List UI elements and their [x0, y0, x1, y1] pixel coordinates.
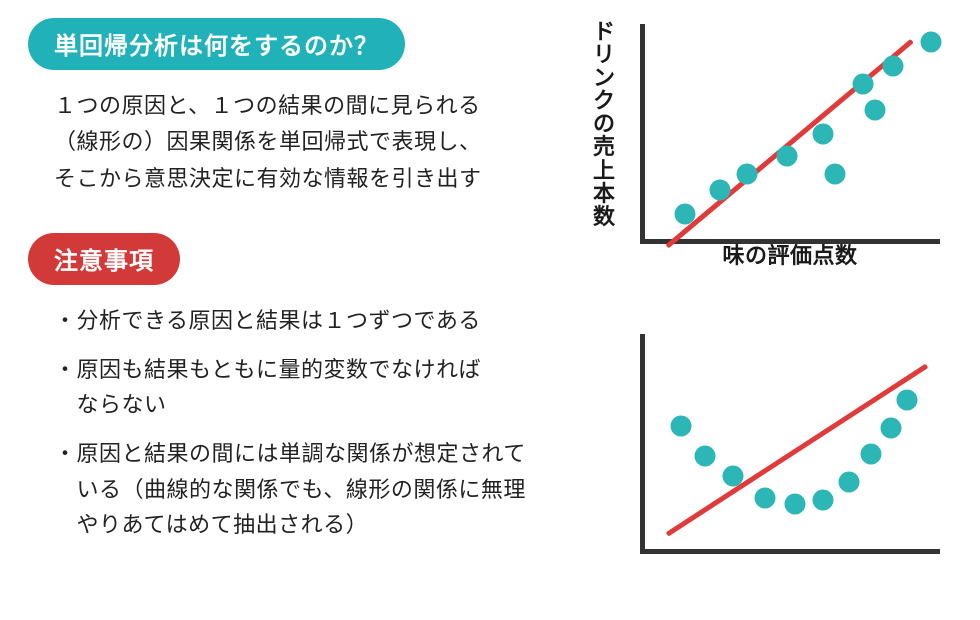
body-line: １つの原因と、１つの結果の間に見られる	[54, 88, 568, 124]
bullet-line: いる（曲線的な関係でも、線形の関係に無理	[54, 472, 568, 507]
chart2-plot-area	[640, 334, 940, 554]
chart2-point	[839, 472, 860, 493]
chart1-point	[883, 56, 904, 77]
chart1-point	[777, 146, 798, 167]
chart1-point	[813, 124, 834, 145]
page-root: 単回帰分析は何をするのか？ １つの原因と、１つの結果の間に見られる （線形の）因…	[0, 0, 980, 620]
chart2-point	[897, 390, 918, 411]
chart1-regression-line	[665, 39, 913, 249]
bullet-line: ・原因も結果もともに量的変数でなければ	[54, 352, 568, 387]
chart2-point	[881, 418, 902, 439]
chart2-point	[813, 490, 834, 511]
chart1-point	[710, 180, 731, 201]
bullet-line: ・分析できる原因と結果は１つずつである	[54, 303, 568, 338]
chart1-point	[921, 32, 942, 53]
chart1-point	[737, 164, 758, 185]
chart2-point	[723, 466, 744, 487]
section-caution: 注意事項 ・分析できる原因と結果は１つずつである ・原因も結果もともに量的変数で…	[28, 233, 568, 542]
chart1-point	[853, 74, 874, 95]
chart1-plot-area	[640, 24, 940, 244]
list-item: ・分析できる原因と結果は１つずつである	[54, 303, 568, 338]
list-item: ・原因も結果もともに量的変数でなければ ならない	[54, 352, 568, 422]
chart-bad-fit	[590, 320, 960, 600]
caution-list: ・分析できる原因と結果は１つずつである ・原因も結果もともに量的変数でなければ …	[54, 303, 568, 542]
chart1-point	[865, 100, 886, 121]
chart1-point	[675, 204, 696, 225]
section-what: 単回帰分析は何をするのか？ １つの原因と、１つの結果の間に見られる （線形の）因…	[28, 18, 568, 197]
bullet-line: ・原因と結果の間には単調な関係が想定されて	[54, 436, 568, 471]
chart-good-fit: ドリンクの売上本数 味の評価点数	[590, 10, 960, 290]
heading-pill-teal: 単回帰分析は何をするのか？	[28, 18, 405, 70]
body-line: そこから意思決定に有効な情報を引き出す	[54, 161, 568, 197]
chart1-x-label: 味の評価点数	[640, 238, 940, 270]
bullet-line: やりあてはめて抽出される）	[54, 507, 568, 542]
chart2-point	[755, 488, 776, 509]
charts-column: ドリンクの売上本数 味の評価点数	[590, 10, 960, 600]
section1-body: １つの原因と、１つの結果の間に見られる （線形の）因果関係を単回帰式で表現し、 …	[54, 88, 568, 197]
chart2-point	[785, 494, 806, 515]
list-item: ・原因と結果の間には単調な関係が想定されて いる（曲線的な関係でも、線形の関係に…	[54, 436, 568, 542]
chart2-point	[861, 444, 882, 465]
chart2-point	[695, 446, 716, 467]
left-column: 単回帰分析は何をするのか？ １つの原因と、１つの結果の間に見られる （線形の）因…	[28, 18, 568, 556]
body-line: （線形の）因果関係を単回帰式で表現し、	[54, 124, 568, 160]
chart1-y-label: ドリンクの売上本数	[590, 20, 618, 228]
bullet-line: ならない	[54, 387, 568, 422]
chart2-point	[671, 416, 692, 437]
heading-pill-red: 注意事項	[28, 233, 180, 285]
chart1-point	[825, 164, 846, 185]
